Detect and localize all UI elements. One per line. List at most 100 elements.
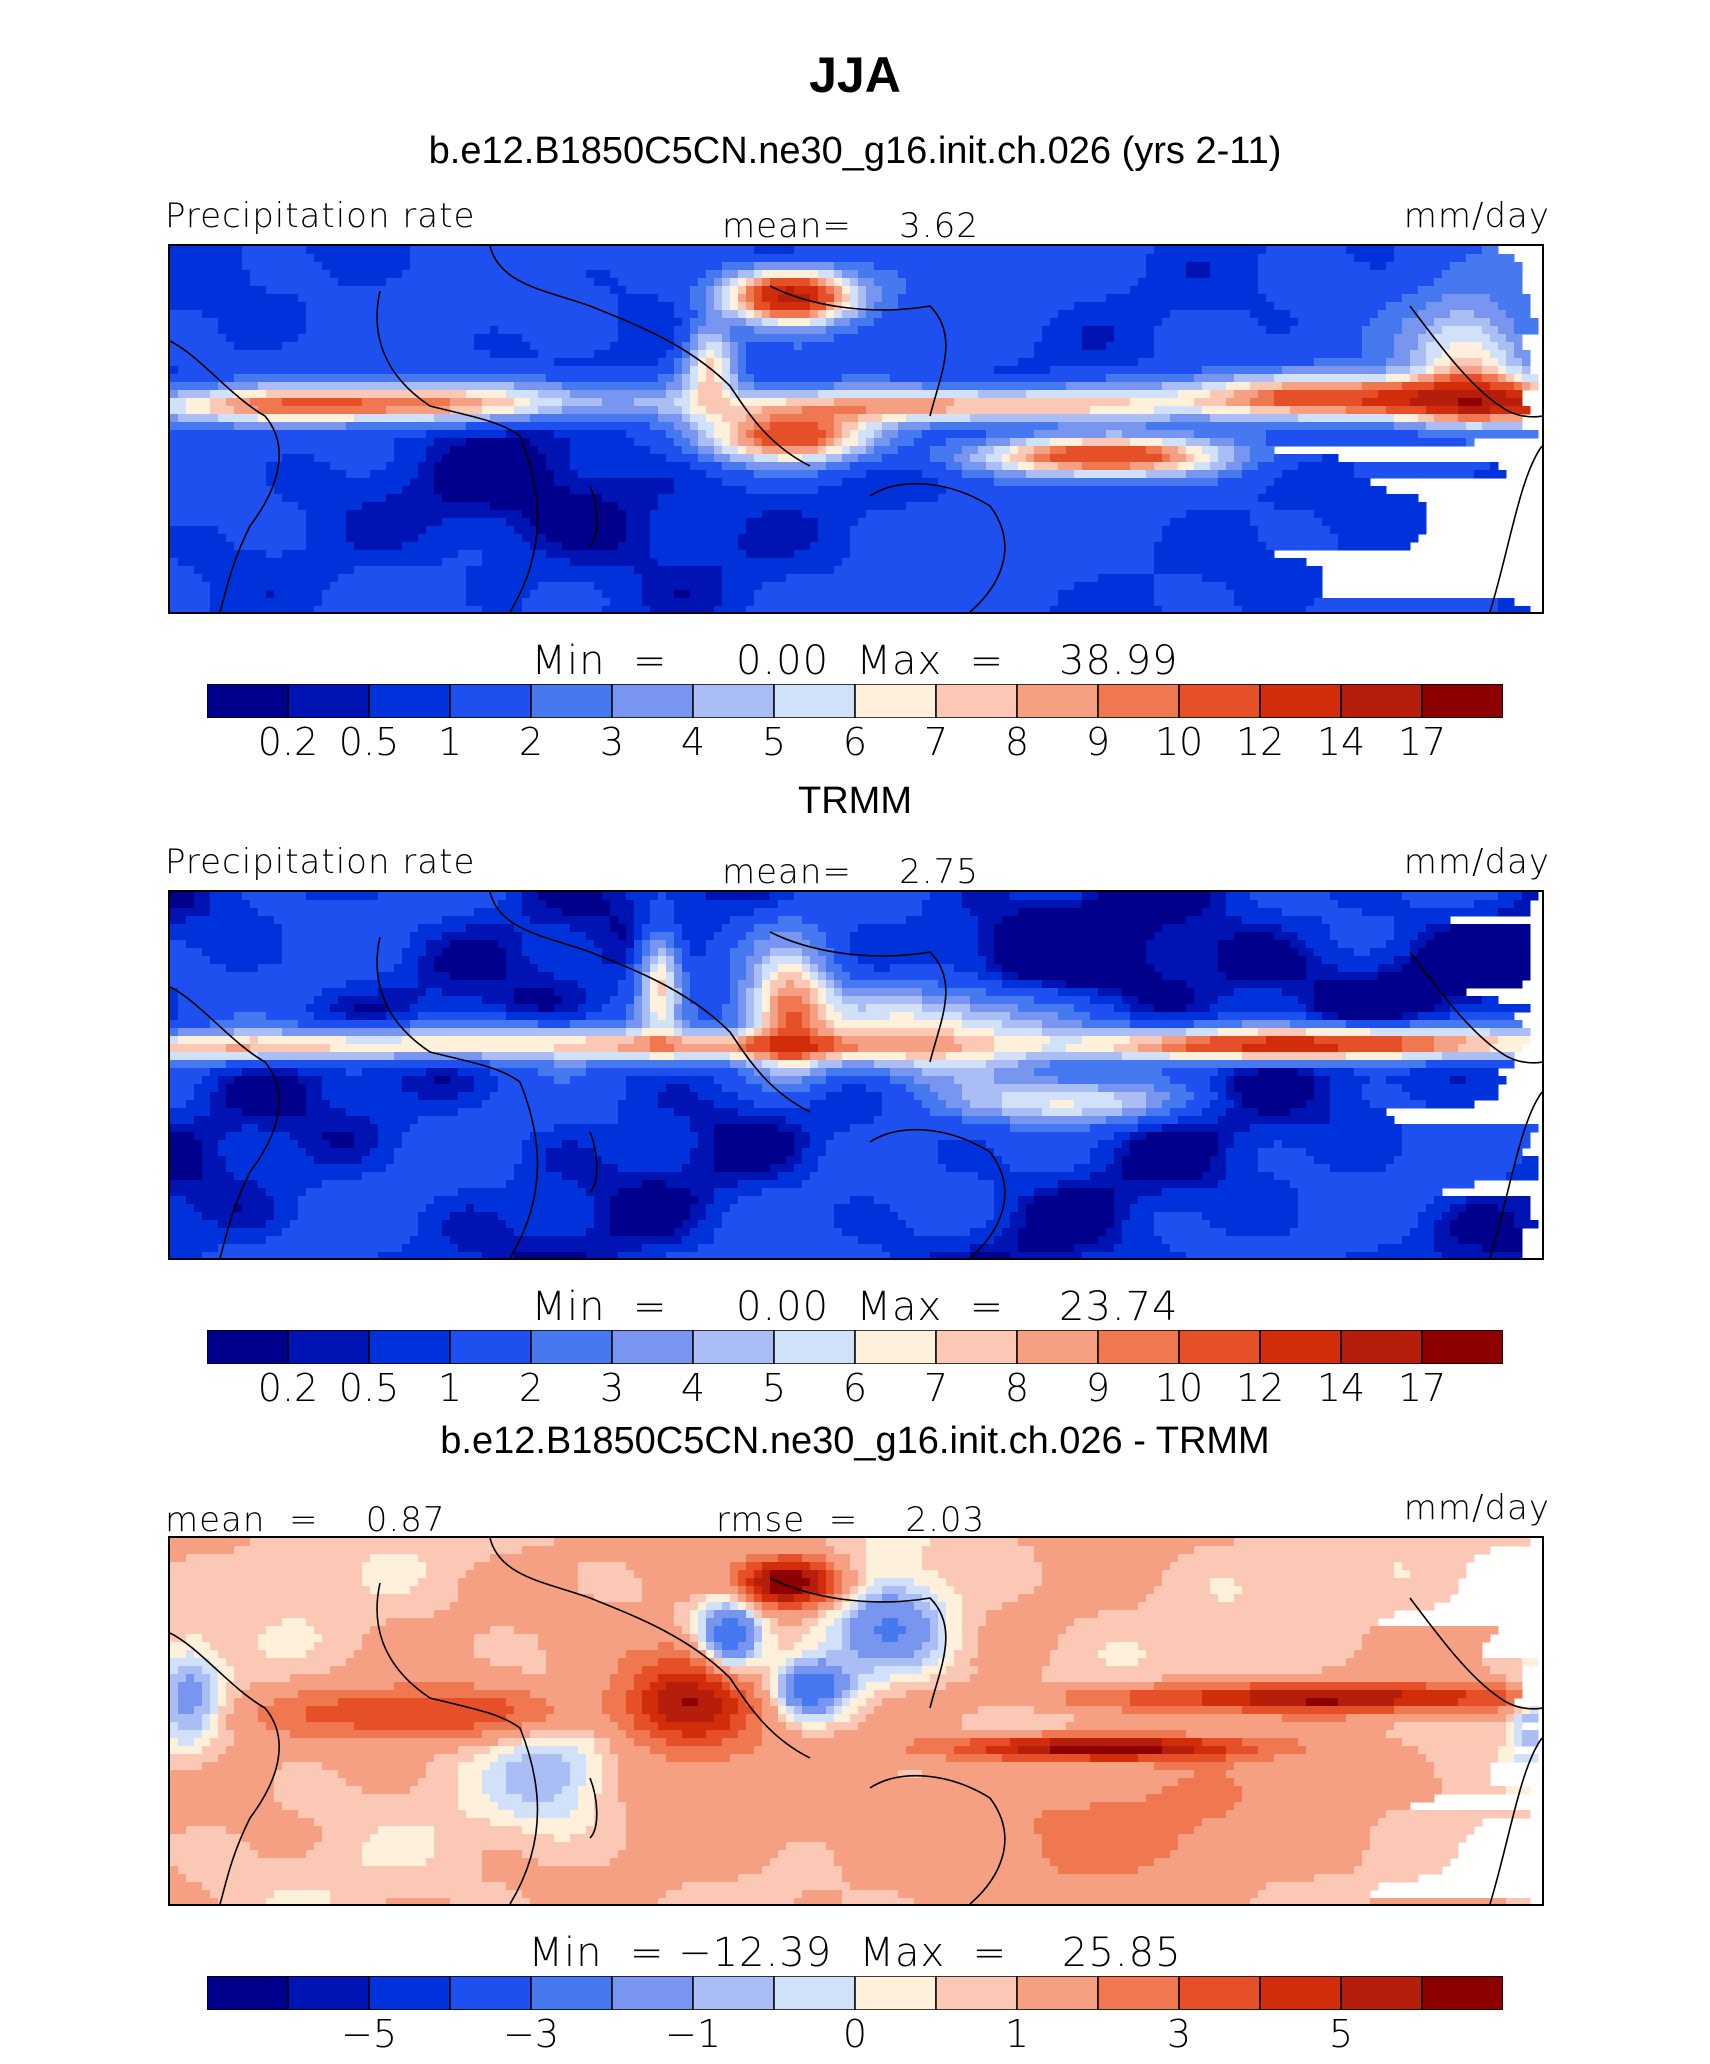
map-cell <box>650 1682 667 1691</box>
map-cell <box>274 590 323 599</box>
map-cell <box>666 972 675 981</box>
map-cell <box>810 310 819 319</box>
map-cell <box>986 1060 1019 1069</box>
map-cell <box>826 1706 835 1715</box>
map-cell <box>170 606 211 612</box>
map-cell <box>634 996 643 1005</box>
map-cell <box>714 1164 771 1173</box>
map-cell <box>346 526 427 535</box>
map-cell <box>778 1172 811 1181</box>
map-cell <box>1362 1634 1491 1643</box>
map-cell <box>842 478 939 487</box>
map-cell <box>1298 462 1355 471</box>
map-cell <box>634 980 643 989</box>
map-cell <box>1098 1610 1395 1619</box>
map-cell <box>1186 1036 1211 1045</box>
map-cell <box>962 1626 979 1635</box>
map-cell <box>834 1044 859 1053</box>
map-cell <box>818 1044 835 1053</box>
map-cell <box>634 1570 731 1579</box>
map-cell <box>194 1674 211 1683</box>
map-cell <box>274 1890 331 1899</box>
map-cell <box>802 1076 827 1085</box>
map-cell <box>1498 326 1515 335</box>
map-cell <box>746 1020 755 1029</box>
map-cell <box>170 1754 219 1763</box>
map-cell <box>282 398 363 407</box>
map-cell <box>850 1618 883 1627</box>
map-cell <box>170 430 427 439</box>
map-cell <box>818 422 835 431</box>
map-cell <box>1146 422 1395 431</box>
map-cell <box>770 1674 779 1683</box>
colorbar-swatch <box>1260 1976 1341 2010</box>
map-cell <box>778 964 803 973</box>
map-cell <box>1354 470 1475 479</box>
map-cell <box>986 988 1059 997</box>
map-cell <box>1466 1690 1507 1699</box>
map-cell <box>802 972 811 981</box>
map-cell <box>362 1858 427 1867</box>
map-cell <box>1218 956 1307 965</box>
map-cell <box>1178 1116 1219 1125</box>
map-cell <box>362 1642 475 1651</box>
map-cell <box>226 1658 347 1667</box>
map-cell <box>1082 342 1107 351</box>
colorbar-tick-label: 3 <box>600 1366 624 1410</box>
map-cell <box>538 350 595 359</box>
map-cell <box>1018 1228 1107 1237</box>
map-cell <box>1394 1698 1459 1707</box>
map-cell <box>770 1164 795 1173</box>
map-cell <box>610 916 619 925</box>
map-cell <box>490 1060 555 1069</box>
map-cell <box>802 454 827 463</box>
map-cell <box>762 1626 771 1635</box>
map-cell <box>1034 462 1059 471</box>
map-cell <box>1466 1204 1499 1213</box>
map-cell <box>786 1156 803 1165</box>
map-cell <box>554 972 627 981</box>
map-cell <box>770 1012 779 1021</box>
map-cell <box>210 590 267 599</box>
map-cell <box>1306 1746 1419 1755</box>
map-cell <box>426 1562 475 1571</box>
map-cell <box>1186 438 1211 447</box>
colorbar-swatch <box>1422 1330 1503 1364</box>
map-cell <box>690 1124 715 1133</box>
map-cell <box>834 318 851 327</box>
map-cell <box>882 1698 1067 1707</box>
colorbar-tick-label: 0.5 <box>339 720 399 764</box>
map-cell <box>1050 1738 1163 1747</box>
map-cell <box>274 1204 299 1213</box>
map-cell <box>298 294 619 303</box>
map-cell <box>674 374 683 383</box>
map-cell <box>1082 1020 1131 1029</box>
map-cell <box>210 598 323 607</box>
map-cell <box>826 988 835 997</box>
map-cell <box>1018 462 1035 471</box>
map-cell <box>842 980 939 989</box>
map-cell <box>1266 1882 1379 1891</box>
map-cell <box>794 246 1155 255</box>
map-cell <box>490 1658 547 1667</box>
map-cell <box>706 1634 715 1643</box>
map-cell <box>1306 1698 1339 1707</box>
map-cell <box>658 1690 715 1699</box>
map-cell <box>1002 1020 1043 1029</box>
map-cell <box>858 956 987 965</box>
map-cell <box>1130 1212 1155 1221</box>
map-cell <box>418 1220 443 1229</box>
map-cell <box>170 390 179 399</box>
map-cell <box>818 470 867 479</box>
map-cell <box>1234 988 1283 997</box>
map-cell <box>1218 1148 1227 1157</box>
map-cell <box>714 1100 755 1109</box>
map-cell <box>842 1578 859 1587</box>
map-cell <box>1154 558 1307 567</box>
map-cell <box>1434 374 1451 383</box>
map-cell <box>178 1706 195 1715</box>
map-cell <box>1002 916 1187 925</box>
map-cell <box>474 1642 539 1651</box>
map-cell <box>1146 1794 1243 1803</box>
map-cell <box>1066 446 1147 455</box>
